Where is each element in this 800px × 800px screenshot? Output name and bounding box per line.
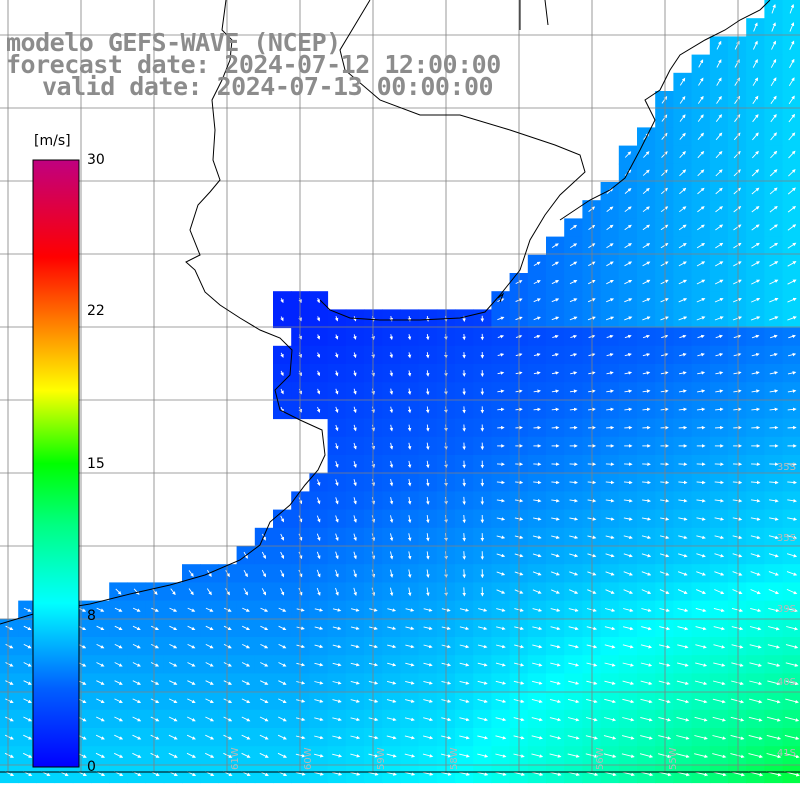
lon-label: 58W: [449, 747, 460, 770]
colorbar-tick-0: 0: [87, 759, 96, 775]
lon-label: 55W: [668, 747, 679, 770]
wind-arrow: [462, 533, 466, 542]
lat-label: 35S: [776, 533, 796, 544]
wind-arrow: [462, 478, 466, 487]
colorbar-tick-8: 8: [87, 608, 96, 624]
lon-label: 61W: [230, 747, 241, 770]
wind-arrow: [551, 407, 560, 412]
lon-label: 56W: [595, 747, 606, 770]
wind-arrow: [462, 551, 466, 560]
lat-label: 35S: [776, 462, 796, 473]
title-valid-date: valid date: 2024-07-13 00:00:00: [42, 72, 494, 101]
wind-arrow: [497, 407, 505, 412]
lon-label: 60W: [303, 747, 314, 770]
colorbar-tick-30: 30: [87, 152, 105, 168]
colorbar: [32, 159, 80, 768]
wind-arrow: [462, 514, 466, 524]
wind-arrow: [462, 587, 466, 597]
lon-label: 59W: [376, 747, 387, 770]
lat-label: 41S: [776, 748, 796, 759]
wind-arrow: [462, 569, 466, 579]
lat-label: 39S: [776, 604, 796, 615]
lat-label: 40S: [776, 677, 796, 688]
colorbar-ramp: [32, 159, 80, 768]
colorbar-unit: [m/s]: [34, 133, 71, 149]
wind-arrow: [533, 407, 542, 412]
wind-arrow: [462, 496, 466, 505]
colorbar-tick-15: 15: [87, 456, 105, 472]
colorbar-tick-22: 22: [87, 303, 105, 319]
